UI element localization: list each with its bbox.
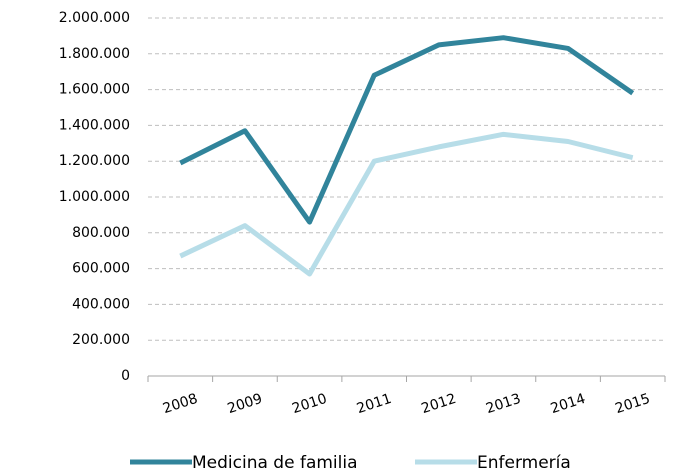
x-tick-label: 2011 [355, 391, 394, 417]
legend-text: Medicina de familia [192, 453, 358, 473]
y-tick-label: 1.800.000 [59, 46, 130, 62]
y-tick-label: 200.000 [72, 332, 130, 348]
x-tick-label: 2013 [484, 391, 523, 417]
legend-text: Enfermería [477, 453, 571, 473]
y-tick-label: 600.000 [72, 261, 130, 277]
y-tick-label: 1.400.000 [59, 117, 130, 133]
y-tick-label: 800.000 [72, 225, 130, 241]
x-tick-label: 2012 [419, 391, 458, 417]
series-line [179, 131, 634, 277]
x-tick-label: 2015 [613, 391, 652, 417]
x-tick-label: 2014 [549, 391, 588, 417]
x-tick-label: 2008 [161, 391, 200, 417]
x-tick-label: 2010 [290, 391, 329, 417]
y-tick-label: 1.200.000 [59, 153, 130, 169]
y-tick-label: 400.000 [72, 296, 130, 312]
y-tick-label: 2.000.000 [59, 10, 130, 26]
series-line [179, 35, 635, 225]
x-tick-label: 2009 [226, 391, 265, 417]
y-tick-label: 0 [121, 368, 130, 384]
y-tick-label: 1.600.000 [59, 82, 130, 98]
y-tick-label: 1.000.000 [59, 189, 130, 205]
